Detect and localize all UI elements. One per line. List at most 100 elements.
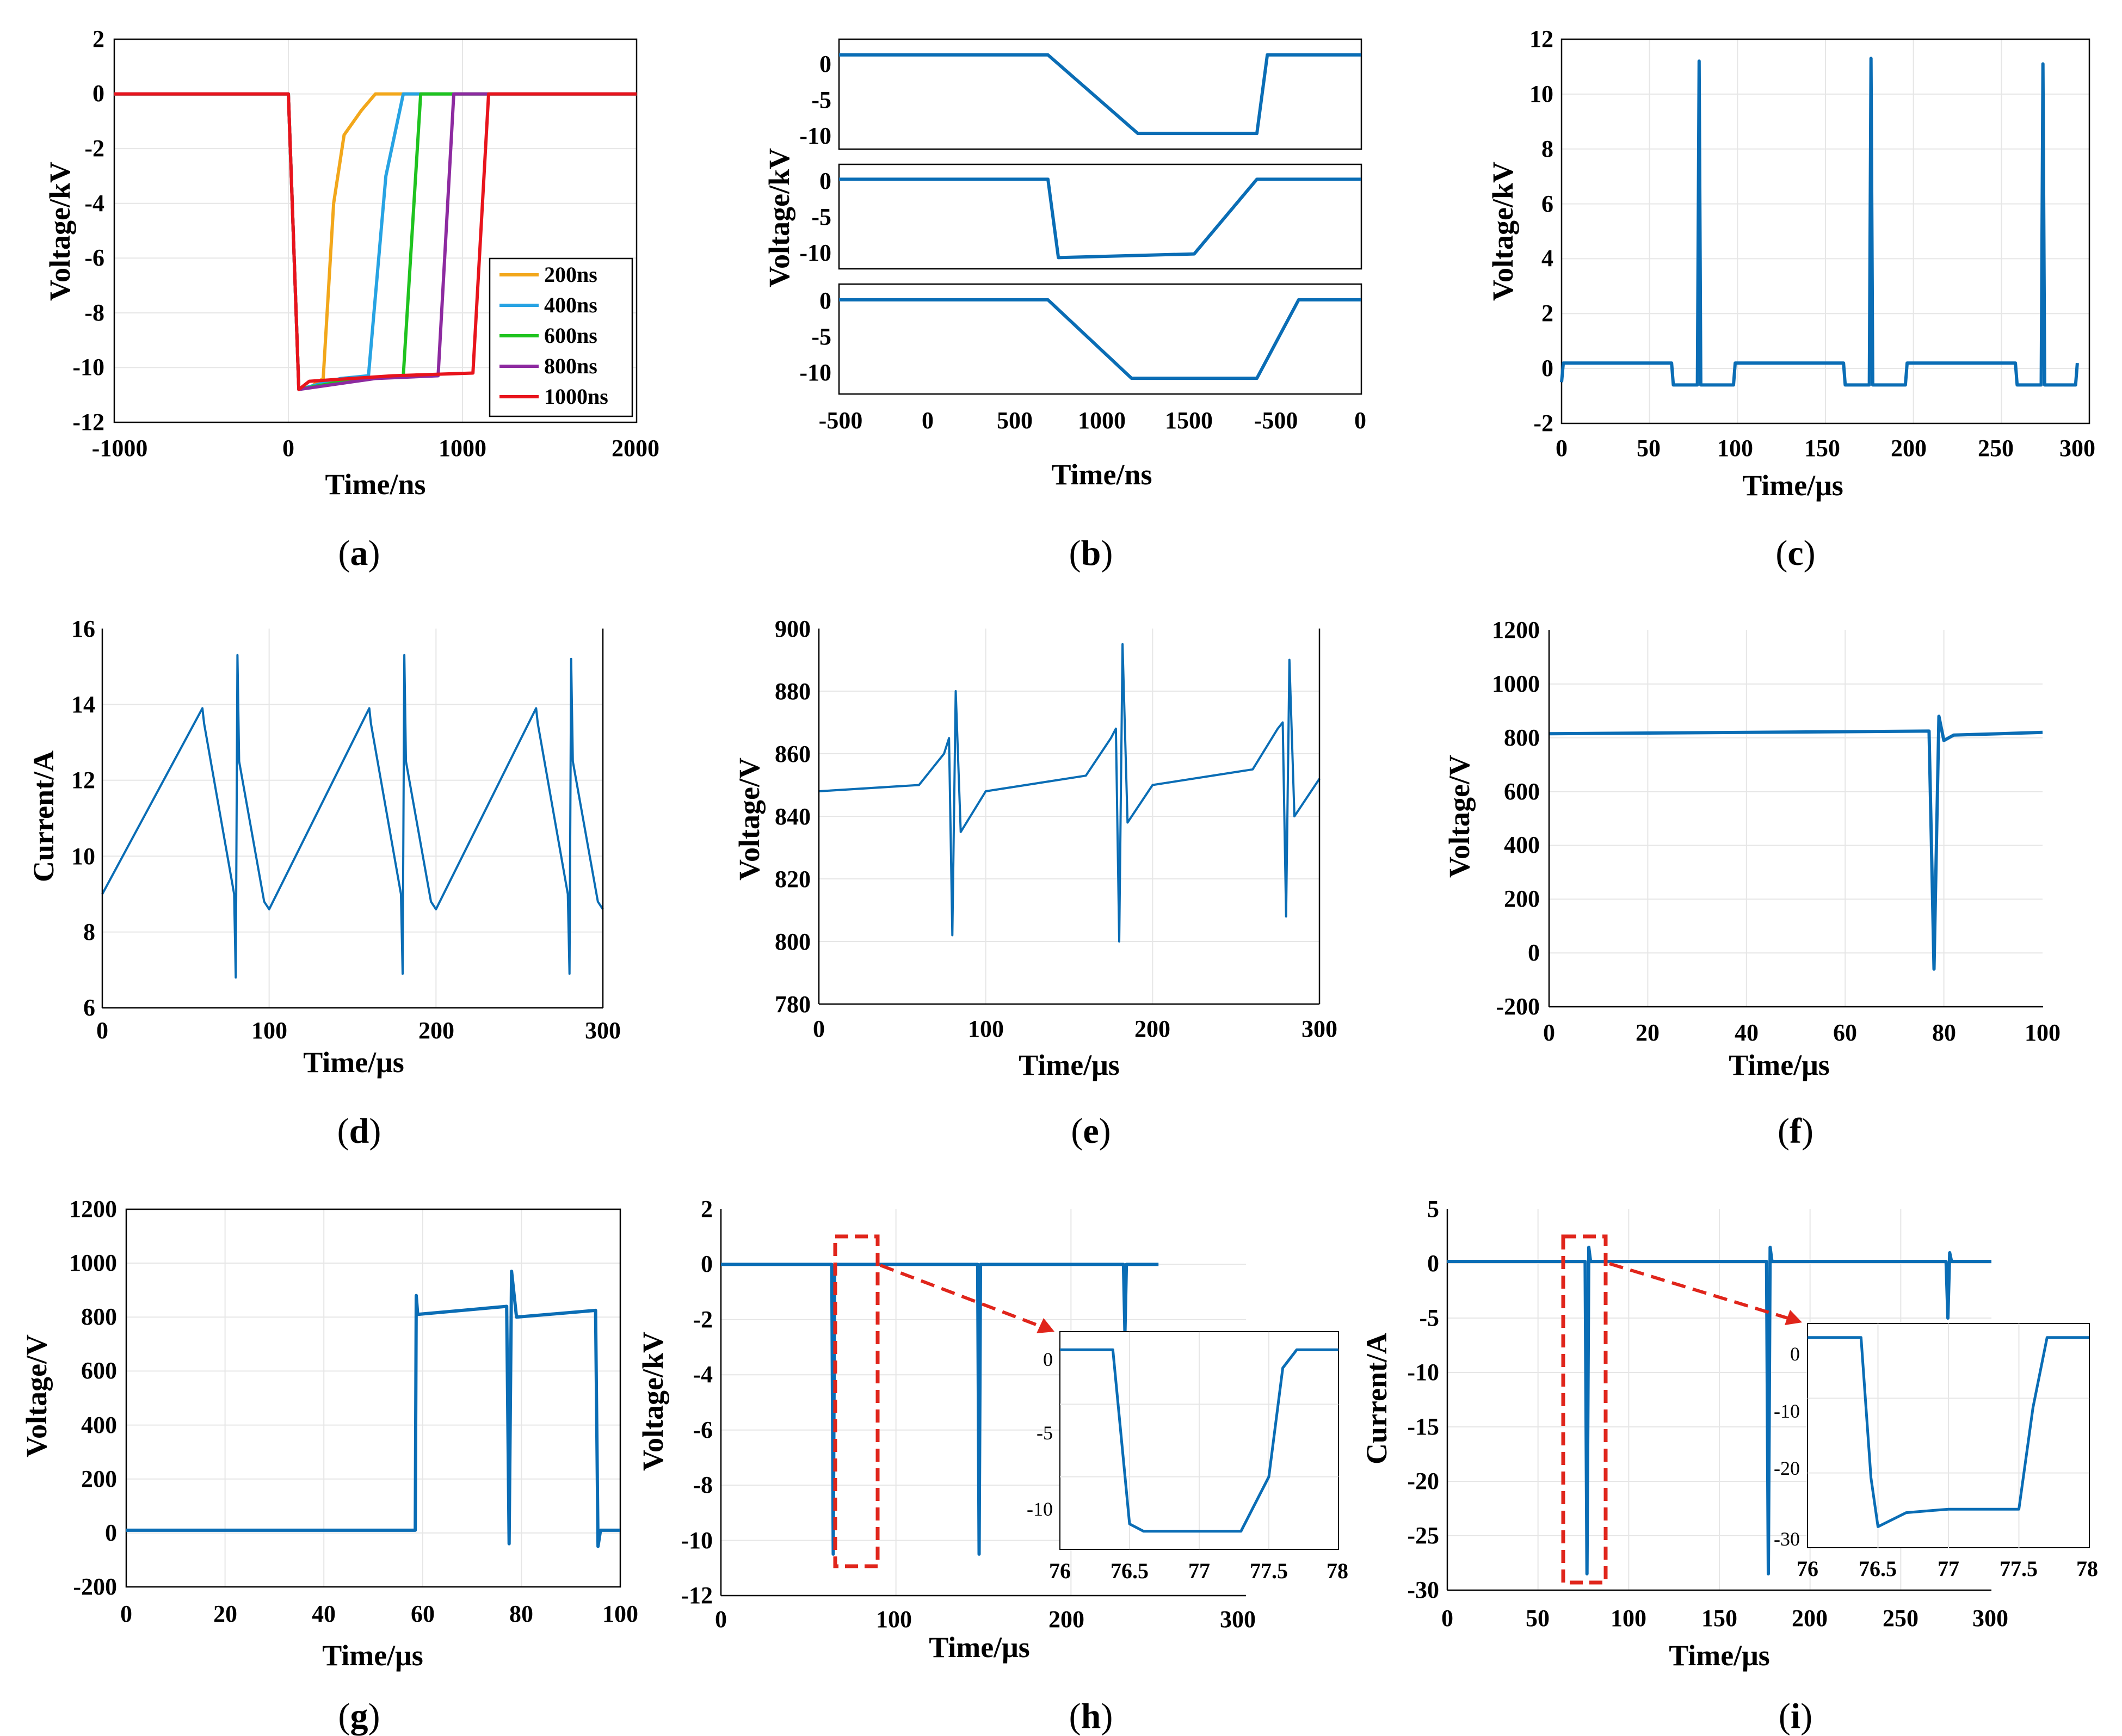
y-tick-h: 2 xyxy=(701,1196,713,1222)
y-tick-a: -2 xyxy=(84,135,104,162)
y-ticks-a: 2 0 -2 -4 -6 -8 -10 -12 xyxy=(72,26,104,435)
y-tick-f: 200 xyxy=(1504,885,1540,912)
x-label-f: Time/μs xyxy=(1729,1049,1830,1081)
series-group-c xyxy=(1560,57,2079,387)
y-tick-i: -15 xyxy=(1407,1413,1439,1440)
x-tick-f: 80 xyxy=(1932,1019,1956,1046)
inset-series-group-h xyxy=(1060,1348,1338,1533)
x-tick-f: 20 xyxy=(1636,1019,1660,1046)
y-ticks-d: 16 14 12 10 8 6 xyxy=(71,615,95,1021)
inset-y-tick-h: -5 xyxy=(1037,1422,1053,1444)
inset-series-group-i xyxy=(1808,1336,2089,1528)
y-tick-g: -200 xyxy=(73,1573,117,1600)
x-tick-b: 0 xyxy=(922,407,934,434)
x-tick-i: 150 xyxy=(1701,1605,1737,1632)
inset-x-tick-i: 78 xyxy=(2076,1556,2098,1581)
zoom-arrow-i xyxy=(1609,1262,1793,1321)
caption-letter-a: a xyxy=(350,533,368,573)
zoom-arrow-h xyxy=(879,1264,1046,1329)
y-tick-a: -8 xyxy=(84,299,104,326)
x-tick-e: 0 xyxy=(813,1015,825,1042)
x-label-b: Time/ns xyxy=(1051,458,1152,491)
x-tick-a: 0 xyxy=(282,435,294,461)
y-tick-d: 14 xyxy=(71,691,95,718)
series-line-c xyxy=(1560,57,2079,387)
x-tick-g: 20 xyxy=(213,1600,237,1627)
inset-x-tick-i: 77.5 xyxy=(2000,1556,2038,1581)
y-tick-c: 4 xyxy=(1541,245,1553,272)
panel-f: 1200 1000 800 600 400 200 0 -200 0 20 40… xyxy=(1443,617,2061,1151)
y-tick-e: 880 xyxy=(775,678,811,705)
panel-e: 900 880 860 840 820 800 780 0 100 200 30… xyxy=(733,615,1337,1151)
y-tick-e: 840 xyxy=(775,803,811,830)
y-tick-f: 400 xyxy=(1504,832,1540,858)
y-label-f: Voltage/V xyxy=(1443,755,1476,878)
y-tick-b: -5 xyxy=(811,323,831,350)
x-label-e: Time/μs xyxy=(1019,1049,1120,1081)
legend-a: 200ns 400ns 600ns 800ns 1000ns xyxy=(489,257,633,417)
legend-label-600ns: 600ns xyxy=(544,323,597,348)
series-group-a xyxy=(114,92,637,391)
x-tick-c: 150 xyxy=(1804,435,1840,461)
caption-letter-e: e xyxy=(1083,1111,1099,1151)
x-tick-c: 300 xyxy=(2059,435,2095,461)
series-group-d xyxy=(101,654,604,979)
x-tick-e: 200 xyxy=(1134,1015,1170,1042)
inset-y-tick-i: -10 xyxy=(1774,1400,1800,1422)
inset-series-line-h xyxy=(1060,1348,1338,1533)
x-tick-f: 40 xyxy=(1735,1019,1759,1046)
x-label-a: Time/ns xyxy=(325,468,425,501)
x-label-h: Time/μs xyxy=(929,1631,1030,1664)
panel-i: 5 0 -5 -10 -15 -20 -25 -30 0 50 100 150 … xyxy=(1360,1196,2098,1736)
caption-a: (a) xyxy=(338,533,380,573)
y-tick-i: -20 xyxy=(1407,1468,1439,1494)
y-tick-b: -10 xyxy=(799,239,831,266)
y-ticks-h: 2 0 -2 -4 -6 -8 -10 -12 xyxy=(681,1196,713,1609)
x-tick-i: 300 xyxy=(1972,1605,2008,1632)
y-tick-e: 800 xyxy=(775,928,811,955)
x-label-c: Time/μs xyxy=(1742,469,1843,502)
x-tick-b: -500 xyxy=(819,407,863,434)
legend-label-1000ns: 1000ns xyxy=(544,384,608,409)
caption-f: (f) xyxy=(1778,1111,1813,1151)
y-tick-f: 1000 xyxy=(1492,670,1540,697)
plot-frame-b-top xyxy=(838,38,1362,150)
panel-h: 2 0 -2 -4 -6 -8 -10 -12 0 100 200 300 Ti… xyxy=(637,1196,1348,1736)
panel-d: 16 14 12 10 8 6 0 100 200 300 Time/μs Cu… xyxy=(27,615,621,1151)
y-label-d: Current/A xyxy=(27,750,60,882)
caption-letter-i: i xyxy=(1791,1696,1800,1736)
y-tick-g: 800 xyxy=(81,1303,117,1330)
y-tick-b: 0 xyxy=(819,287,831,314)
series-line-b-top xyxy=(839,53,1361,136)
x-tick-i: 0 xyxy=(1441,1605,1453,1632)
zoom-arrow-head-h xyxy=(1037,1318,1054,1333)
inset-h: 0 -5 -10 76 76.5 77 77.5 78 xyxy=(1027,1331,1348,1583)
y-tick-c: 6 xyxy=(1541,190,1553,217)
x-tick-b: 500 xyxy=(997,407,1033,434)
x-tick-g: 60 xyxy=(411,1600,435,1627)
x-tick-i: 250 xyxy=(1883,1605,1919,1632)
x-tick-c: 100 xyxy=(1717,435,1753,461)
caption-b: (b) xyxy=(1069,533,1113,573)
x-label-i: Time/μs xyxy=(1669,1639,1770,1672)
y-tick-c: 12 xyxy=(1529,26,1553,52)
x-label-g: Time/μs xyxy=(322,1639,423,1672)
inset-y-tick-i: -20 xyxy=(1774,1457,1800,1479)
y-tick-h: -4 xyxy=(693,1361,713,1388)
x-ticks-g: 0 20 40 60 80 100 xyxy=(120,1600,638,1627)
caption-i: (i) xyxy=(1779,1696,1812,1736)
inset-y-tick-i: -30 xyxy=(1774,1528,1800,1550)
y-tick-i: -5 xyxy=(1419,1304,1439,1331)
inset-x-tick-i: 76 xyxy=(1797,1556,1818,1581)
panel-a: 2 0 -2 -4 -6 -8 -10 -12 -1000 0 1000 200… xyxy=(44,26,659,573)
y-tick-a: -10 xyxy=(72,354,104,380)
x-tick-g: 100 xyxy=(602,1600,638,1627)
y-label-b: Voltage/kV xyxy=(763,148,795,287)
y-tick-g: 400 xyxy=(81,1412,117,1438)
caption-c: (c) xyxy=(1775,533,1815,573)
y-tick-i: -10 xyxy=(1407,1359,1439,1386)
y-tick-d: 12 xyxy=(71,767,95,793)
y-tick-d: 10 xyxy=(71,843,95,870)
x-tick-f: 0 xyxy=(1543,1019,1555,1046)
